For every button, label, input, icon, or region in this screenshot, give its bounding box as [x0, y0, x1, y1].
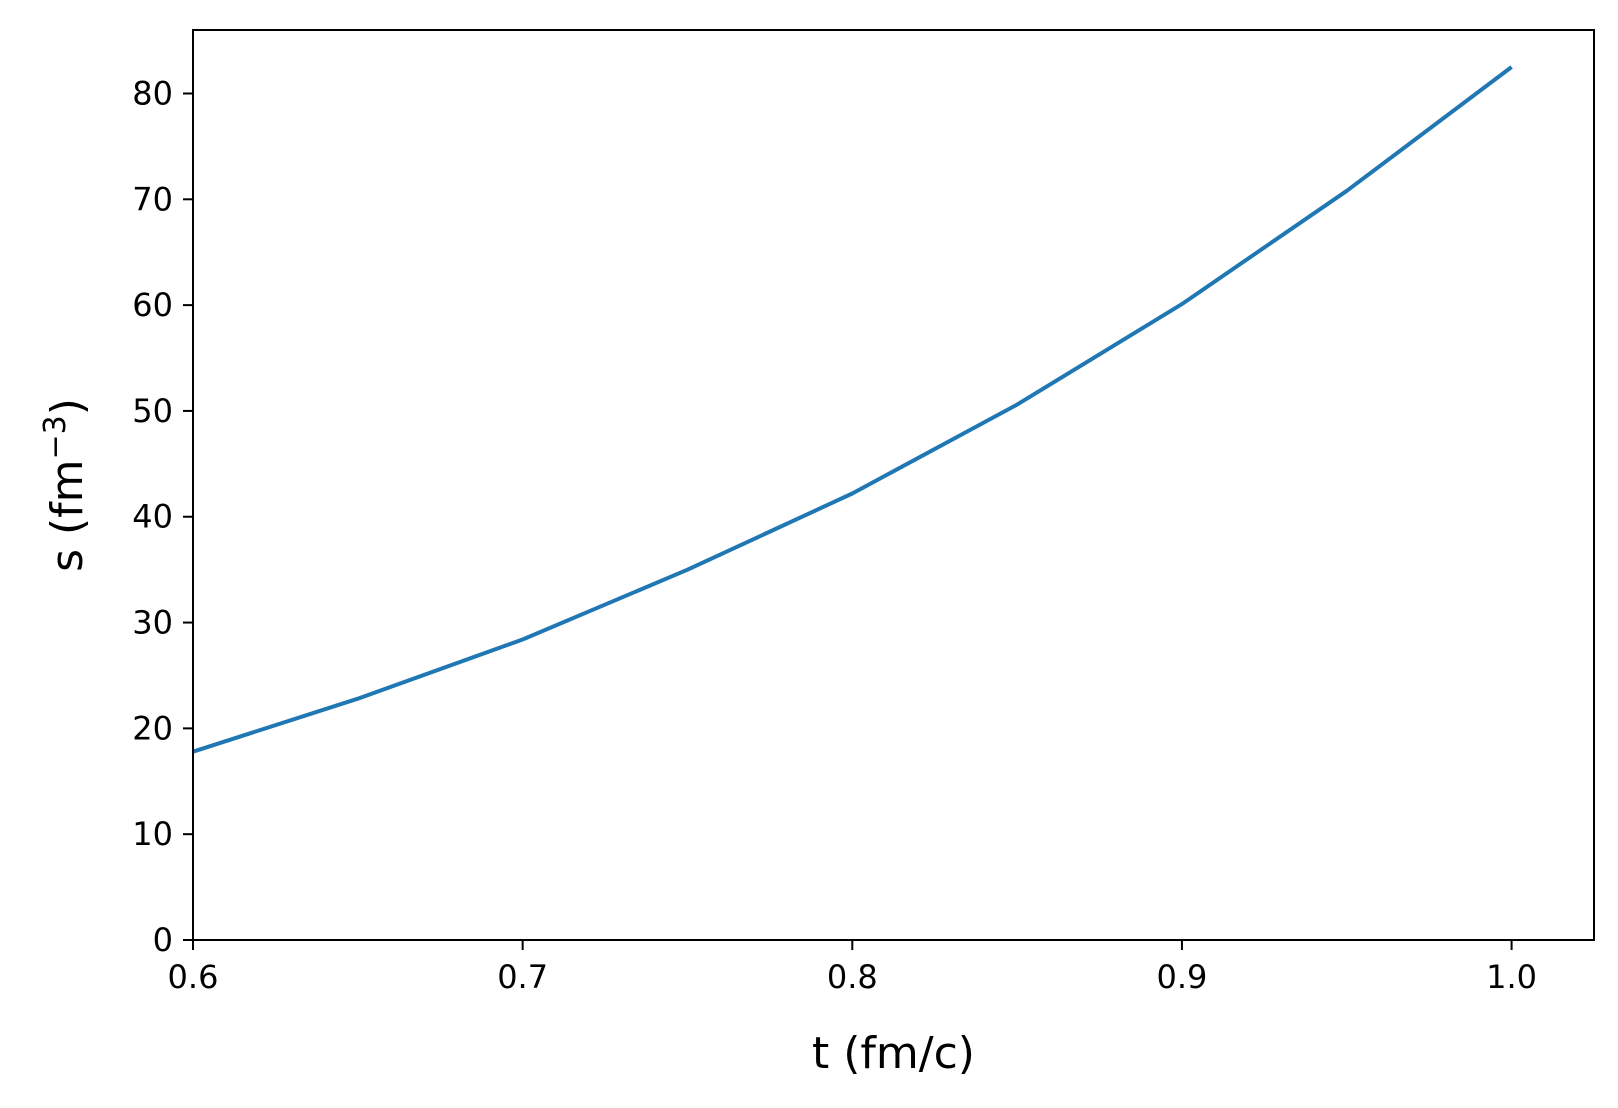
series-layer	[192, 65, 1513, 754]
x-axis-label: t (fm/c)	[812, 1028, 975, 1079]
y-tick-label: 40	[132, 498, 173, 536]
plot-frame	[192, 29, 1595, 941]
y-axis-label: s (fm−3)	[38, 398, 94, 572]
y-axis-ticks: 0 10 20 30 40 50 60 70 80	[132, 74, 193, 959]
y-tick-label: 50	[132, 392, 173, 430]
y-tick-label: 60	[132, 286, 173, 324]
y-axis-label-base: s (fm	[42, 459, 93, 571]
y-tick-label: 20	[132, 709, 173, 747]
x-tick-label: 0.9	[1156, 958, 1207, 996]
y-tick-label: 70	[132, 180, 173, 218]
x-tick-label: 0.6	[168, 958, 219, 996]
x-tick-label: 0.8	[827, 958, 878, 996]
y-tick-label: 30	[132, 604, 173, 642]
y-tick-label: 0	[153, 921, 173, 959]
x-axis-ticks: 0.6 0.7 0.8 0.9 1.0	[168, 940, 1537, 996]
y-axis-label-superscript: −3	[38, 415, 73, 459]
x-tick-label: 0.7	[497, 958, 548, 996]
series-line-0	[192, 65, 1513, 754]
x-tick-label: 1.0	[1486, 958, 1537, 996]
y-tick-label: 80	[132, 74, 173, 112]
y-tick-label: 10	[132, 815, 173, 853]
y-axis-label-close: )	[42, 398, 93, 415]
